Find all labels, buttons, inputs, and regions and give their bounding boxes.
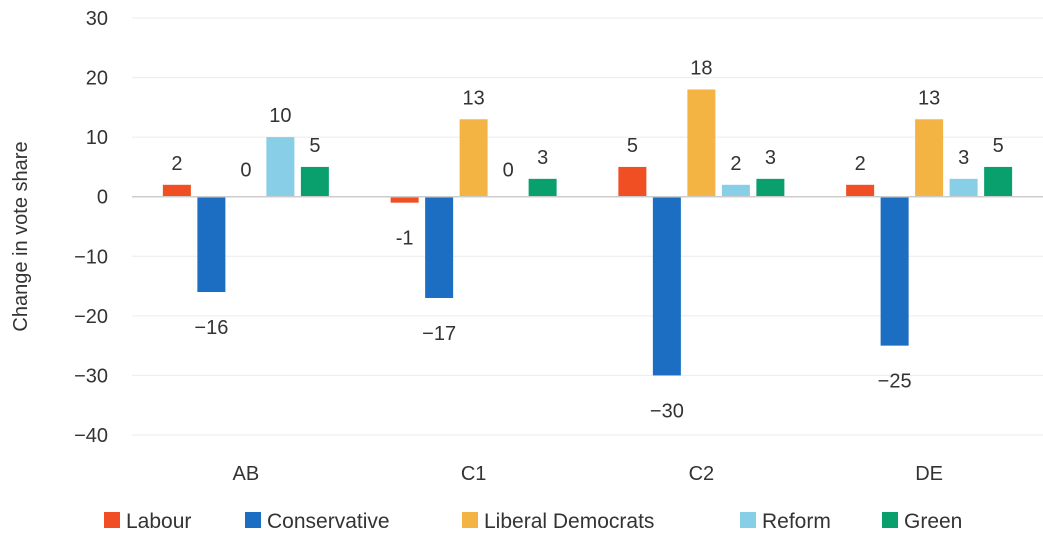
y-tick-label: −40 (74, 425, 108, 447)
x-tick-label: AB (233, 463, 260, 485)
y-tick-label: −10 (74, 246, 108, 268)
y-axis-ticks: 30 20 10 0 −10 −20 −30 −40 (74, 8, 108, 447)
bar-reform-c2 (721, 184, 750, 197)
y-axis-title: Change in vote share (10, 141, 32, 331)
y-tick-label: 30 (86, 8, 108, 30)
data-label: 5 (309, 135, 320, 157)
y-tick-label: −30 (74, 365, 108, 387)
y-tick-label: 10 (86, 127, 108, 149)
data-label: 0 (503, 160, 514, 182)
bar-labour-c2 (618, 166, 647, 197)
data-label: 3 (537, 147, 548, 169)
legend-swatch-labour (104, 512, 120, 528)
legend-swatch-conservative (245, 512, 261, 528)
y-tick-label: 20 (86, 68, 108, 90)
legend-label: Green (904, 510, 962, 533)
data-label: 2 (855, 153, 866, 175)
data-label: 2 (730, 153, 741, 175)
bars (162, 89, 1013, 376)
data-label: 3 (958, 147, 969, 169)
bar-green-c1 (528, 178, 557, 197)
legend-label: Liberal Democrats (484, 510, 654, 533)
bar-reform-ab (266, 137, 295, 197)
legend-label: Reform (762, 510, 831, 533)
bar-conservative-c2 (652, 196, 681, 376)
bar-conservative-ab (197, 196, 226, 293)
data-label: 0 (240, 160, 251, 182)
bar-labour-ab (162, 184, 191, 197)
x-tick-label: C2 (689, 463, 715, 485)
data-label: −17 (422, 323, 456, 345)
data-label: −16 (194, 317, 228, 339)
x-tick-label: DE (915, 463, 943, 485)
data-label: 2 (171, 153, 182, 175)
x-axis-ticks: AB C1 C2 DE (233, 463, 943, 485)
data-label: 13 (918, 87, 940, 109)
data-label: 13 (463, 87, 485, 109)
data-label: 18 (690, 57, 712, 79)
legend: Labour Conservative Liberal Democrats Refor… (104, 510, 962, 533)
bar-liberal-democrats-c2 (687, 89, 716, 197)
data-label: 5 (627, 135, 638, 157)
bar-conservative-de (880, 196, 909, 346)
bar-reform-de (949, 178, 978, 197)
y-tick-label: −20 (74, 306, 108, 328)
bar-labour-de (846, 184, 875, 197)
bar-green-c2 (756, 178, 785, 197)
data-label: 10 (269, 105, 291, 127)
legend-swatch-green (882, 512, 898, 528)
legend-swatch-reform (740, 512, 756, 528)
bar-green-ab (300, 166, 329, 197)
bar-labour-c1 (390, 196, 419, 203)
bar-liberal-democrats-de (915, 119, 944, 197)
legend-swatch-liberal-democrats (462, 512, 478, 528)
data-label: 3 (765, 147, 776, 169)
data-label: −25 (878, 371, 912, 393)
data-label: -1 (396, 228, 414, 250)
x-tick-label: C1 (461, 463, 487, 485)
bar-green-de (984, 166, 1013, 197)
bar-conservative-c1 (425, 196, 454, 298)
bar-liberal-democrats-c1 (459, 119, 488, 197)
y-tick-label: 0 (97, 187, 108, 209)
legend-label: Labour (126, 510, 191, 533)
legend-label: Conservative (267, 510, 390, 533)
data-label: 5 (993, 135, 1004, 157)
data-labels: 2 −16 0 10 5 -1 −17 13 0 3 5 −30 18 2 3 2 −25 13 3 5 (171, 57, 1003, 422)
data-label: −30 (650, 400, 684, 422)
